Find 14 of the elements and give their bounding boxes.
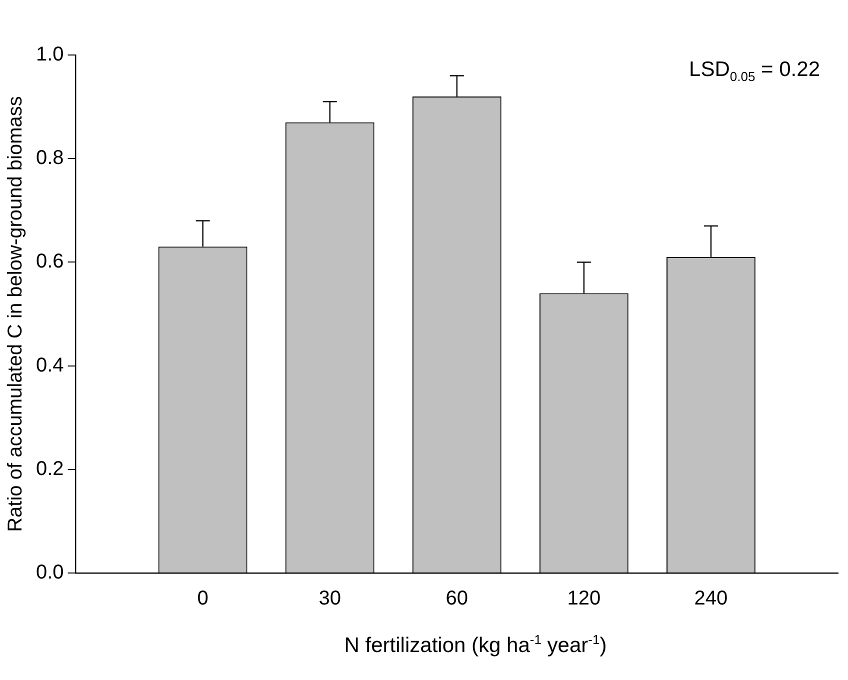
y-tick-label: 0.4 <box>36 354 64 376</box>
x-tick-label: 60 <box>446 588 468 610</box>
x-tick-label: 30 <box>318 588 341 610</box>
x-tick-label: 240 <box>694 588 728 610</box>
y-axis-title: Ratio of accumulated C in below-ground biomass <box>4 96 27 532</box>
x-tick-label: 0 <box>197 588 208 610</box>
y-tick-label: 0.8 <box>36 147 64 170</box>
x-axis-title: N fertilization (kg ha$^{-1}$ year$^{-1}$) <box>343 632 608 658</box>
x-tick-label: 120 <box>567 588 601 610</box>
annotation: LSD$_{0.05}$ = 0.22 <box>689 58 820 84</box>
y-tick-label: 0.2 <box>36 458 64 480</box>
y-tick-label: 0.6 <box>36 250 64 273</box>
y-tick-label: 1.0 <box>36 44 64 66</box>
y-tick-label: 0.0 <box>36 562 64 584</box>
